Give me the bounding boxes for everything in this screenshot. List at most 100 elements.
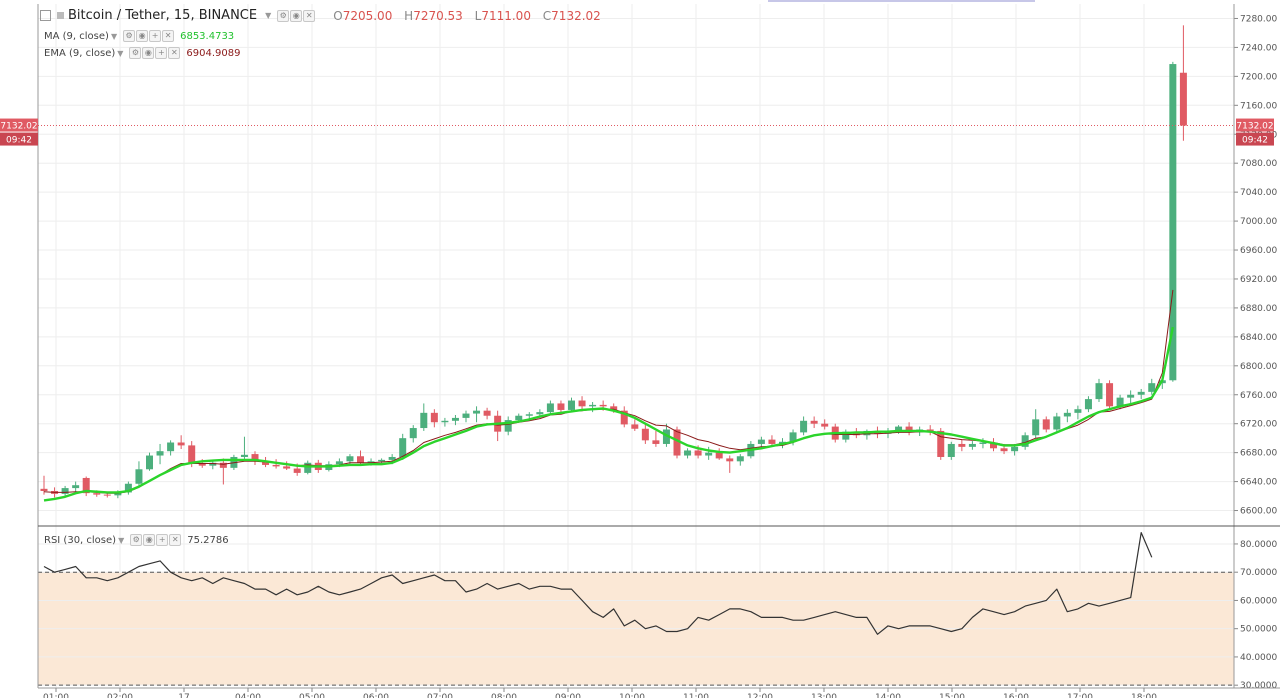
x-tick-label: 09:00: [555, 693, 581, 698]
candle-body: [842, 431, 850, 440]
ema-label[interactable]: EMA (9, close): [44, 47, 116, 59]
candle-body: [1179, 72, 1187, 126]
y-tick-label: 6760.00: [1240, 391, 1277, 401]
candle-body: [947, 443, 955, 457]
settings-icon[interactable]: ⚙: [123, 30, 136, 42]
x-tick-label: 10:00: [619, 693, 645, 698]
candle-body: [504, 420, 512, 432]
x-tick-label: 13:00: [811, 693, 837, 698]
x-tick-label: 15:00: [939, 693, 965, 698]
close-icon[interactable]: ✕: [303, 9, 316, 22]
candle-body: [72, 485, 80, 489]
settings-icon[interactable]: ⚙: [277, 9, 290, 22]
candle-body: [156, 451, 164, 456]
chart-header: Bitcoin / Tether, 15, BINANCE ▼ ⚙ ◉ ✕ O720…: [40, 8, 601, 23]
candle-body: [441, 420, 449, 423]
settings-icon[interactable]: ⚙: [130, 534, 143, 546]
ma-legend[interactable]: MA (9, close) ▼ ⚙ ◉ + ✕ 6853.4733: [44, 30, 234, 42]
candle-body: [399, 438, 407, 457]
close-value: 7132.02: [551, 8, 601, 23]
visibility-icon[interactable]: ◉: [143, 534, 156, 546]
countdown-text-right: 09:42: [1242, 136, 1268, 146]
y-tick-label: 6880.00: [1240, 304, 1277, 314]
rsi-tick-label: 40.0000: [1240, 653, 1277, 663]
candle-body: [768, 439, 776, 444]
visibility-icon[interactable]: ◉: [290, 9, 303, 22]
candle-body: [800, 420, 808, 433]
chevron-down-icon[interactable]: ▼: [117, 48, 124, 58]
candle-body: [335, 461, 343, 465]
rsi-label[interactable]: RSI (30, close): [44, 534, 117, 546]
candle-body: [283, 466, 291, 469]
candle-body: [578, 400, 586, 407]
candle-body: [473, 410, 481, 414]
visibility-icon[interactable]: ◉: [142, 47, 155, 59]
rsi-line: [43, 532, 1153, 635]
candle-body: [304, 462, 312, 473]
settings-icon[interactable]: ⚙: [129, 47, 142, 59]
chevron-down-icon[interactable]: ▼: [110, 31, 118, 41]
candle-body: [409, 428, 417, 439]
x-tick-label: 01:00: [43, 693, 69, 698]
add-icon[interactable]: +: [149, 30, 162, 42]
candle-body: [715, 452, 723, 459]
x-tick-label: 06:00: [363, 693, 389, 698]
y-tick-label: 7200.00: [1240, 72, 1277, 82]
price-marker-right: [1236, 118, 1274, 132]
chevron-down-icon[interactable]: ▼: [265, 11, 272, 20]
candle-body: [1042, 419, 1050, 430]
collapse-icon[interactable]: [40, 10, 51, 21]
candle-body: [958, 443, 966, 447]
candle-body: [219, 462, 227, 468]
rsi-tick-label: 80.0000: [1240, 540, 1277, 550]
rsi-legend[interactable]: RSI (30, close) ▼ ⚙ ◉ + ✕ 75.2786: [44, 534, 229, 546]
visibility-icon[interactable]: ◉: [136, 30, 149, 42]
candle-body: [789, 432, 797, 442]
candle-body: [589, 404, 597, 407]
candle-body: [430, 412, 438, 423]
candle-body: [188, 445, 196, 464]
x-tick-label: 17:00: [1067, 693, 1093, 698]
add-icon[interactable]: +: [156, 534, 169, 546]
x-tick-label: 08:00: [491, 693, 517, 698]
rsi-controls: ⚙ ◉ + ✕: [130, 534, 182, 546]
candle-body: [272, 464, 280, 467]
candle-body: [895, 426, 903, 431]
candle-body: [357, 456, 364, 463]
candle-body: [1127, 394, 1135, 398]
close-icon[interactable]: ✕: [169, 534, 182, 546]
candle-body: [378, 459, 386, 462]
x-tick-label: 11:00: [683, 693, 709, 698]
add-icon[interactable]: +: [155, 47, 168, 59]
header-controls: ⚙ ◉ ✕: [277, 9, 316, 22]
candle-body: [103, 494, 111, 496]
candle-body: [1095, 383, 1103, 400]
ema-legend[interactable]: EMA (9, close) ▼ ⚙ ◉ + ✕ 6904.9089: [44, 47, 240, 59]
candle-body: [167, 442, 175, 452]
countdown-text-left: 09:42: [6, 136, 32, 146]
candle-body: [1053, 416, 1061, 430]
candle-body: [124, 483, 132, 493]
ma-controls: ⚙ ◉ + ✕: [123, 30, 175, 42]
candle-body: [1074, 409, 1082, 413]
low-value: 7111.00: [481, 8, 531, 23]
candle-body: [937, 430, 945, 457]
symbol-title[interactable]: Bitcoin / Tether, 15, BINANCE: [68, 8, 258, 23]
candle-body: [135, 469, 143, 484]
high-label: H: [404, 8, 414, 23]
y-tick-label: 6600.00: [1240, 507, 1277, 517]
ma-label[interactable]: MA (9, close): [44, 30, 109, 42]
candle-body: [114, 492, 122, 496]
rsi-value: 75.2786: [187, 534, 229, 546]
close-icon[interactable]: ✕: [162, 30, 175, 42]
candle-body: [82, 477, 90, 494]
candle-body: [420, 412, 428, 429]
candle-body: [641, 428, 649, 441]
candle-body: [536, 412, 544, 415]
candle-body: [262, 461, 270, 465]
candle-body: [198, 463, 206, 466]
y-tick-label: 6960.00: [1240, 246, 1277, 256]
chevron-down-icon[interactable]: ▼: [118, 535, 125, 545]
close-icon[interactable]: ✕: [168, 47, 181, 59]
